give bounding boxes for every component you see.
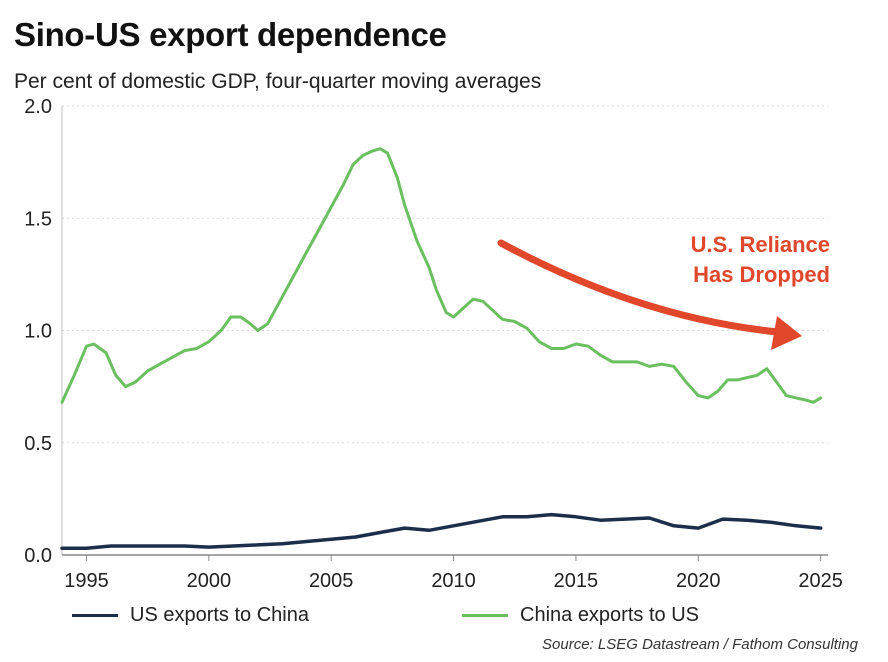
series-lines <box>60 147 823 551</box>
x-tick-label: 2015 <box>554 570 599 592</box>
legend-item-us-exports: US exports to China <box>72 604 309 627</box>
legend-item-china-exports: China exports to US <box>462 604 699 627</box>
y-tick-label: 1.0 <box>24 321 52 343</box>
annotation-group: U.S. Reliance Has Dropped <box>497 232 830 350</box>
y-tick-label: 0.0 <box>24 545 52 567</box>
x-tick-label: 1995 <box>64 570 109 592</box>
y-tick-label: 0.5 <box>24 433 52 455</box>
chart-title: Sino-US export dependence <box>14 16 447 53</box>
annotation-arrow-shaft <box>497 239 782 336</box>
y-tick-label: 1.5 <box>24 208 52 230</box>
x-tick-label: 2000 <box>187 570 232 592</box>
y-tick-label: 2.0 <box>24 96 52 118</box>
x-tick-label: 2025 <box>798 570 843 592</box>
x-axis-ticks: 1995 2000 2005 2010 2015 2020 2025 <box>64 555 843 592</box>
source-note: Source: LSEG Datastream / Fathom Consult… <box>542 636 858 653</box>
x-tick-label: 2010 <box>431 570 476 592</box>
x-tick-label: 2020 <box>676 570 721 592</box>
x-tick-label: 2005 <box>309 570 354 592</box>
legend-label-us-exports: US exports to China <box>130 604 309 626</box>
legend-label-china-exports: China exports to US <box>520 604 699 626</box>
annotation-line-1: U.S. Reliance <box>691 232 830 257</box>
legend-swatch-china-exports <box>462 614 508 617</box>
annotation-arrow-head <box>771 316 802 350</box>
gridlines <box>61 105 828 556</box>
series-line-us-exports <box>60 512 823 551</box>
series-line-china-exports <box>60 147 823 404</box>
chart-subtitle: Per cent of domestic GDP, four-quarter m… <box>14 70 542 93</box>
annotation-line-2: Has Dropped <box>693 262 830 287</box>
y-axis-ticks: 0.0 0.5 1.0 1.5 2.0 <box>24 96 52 567</box>
legend-swatch-us-exports <box>72 614 118 617</box>
